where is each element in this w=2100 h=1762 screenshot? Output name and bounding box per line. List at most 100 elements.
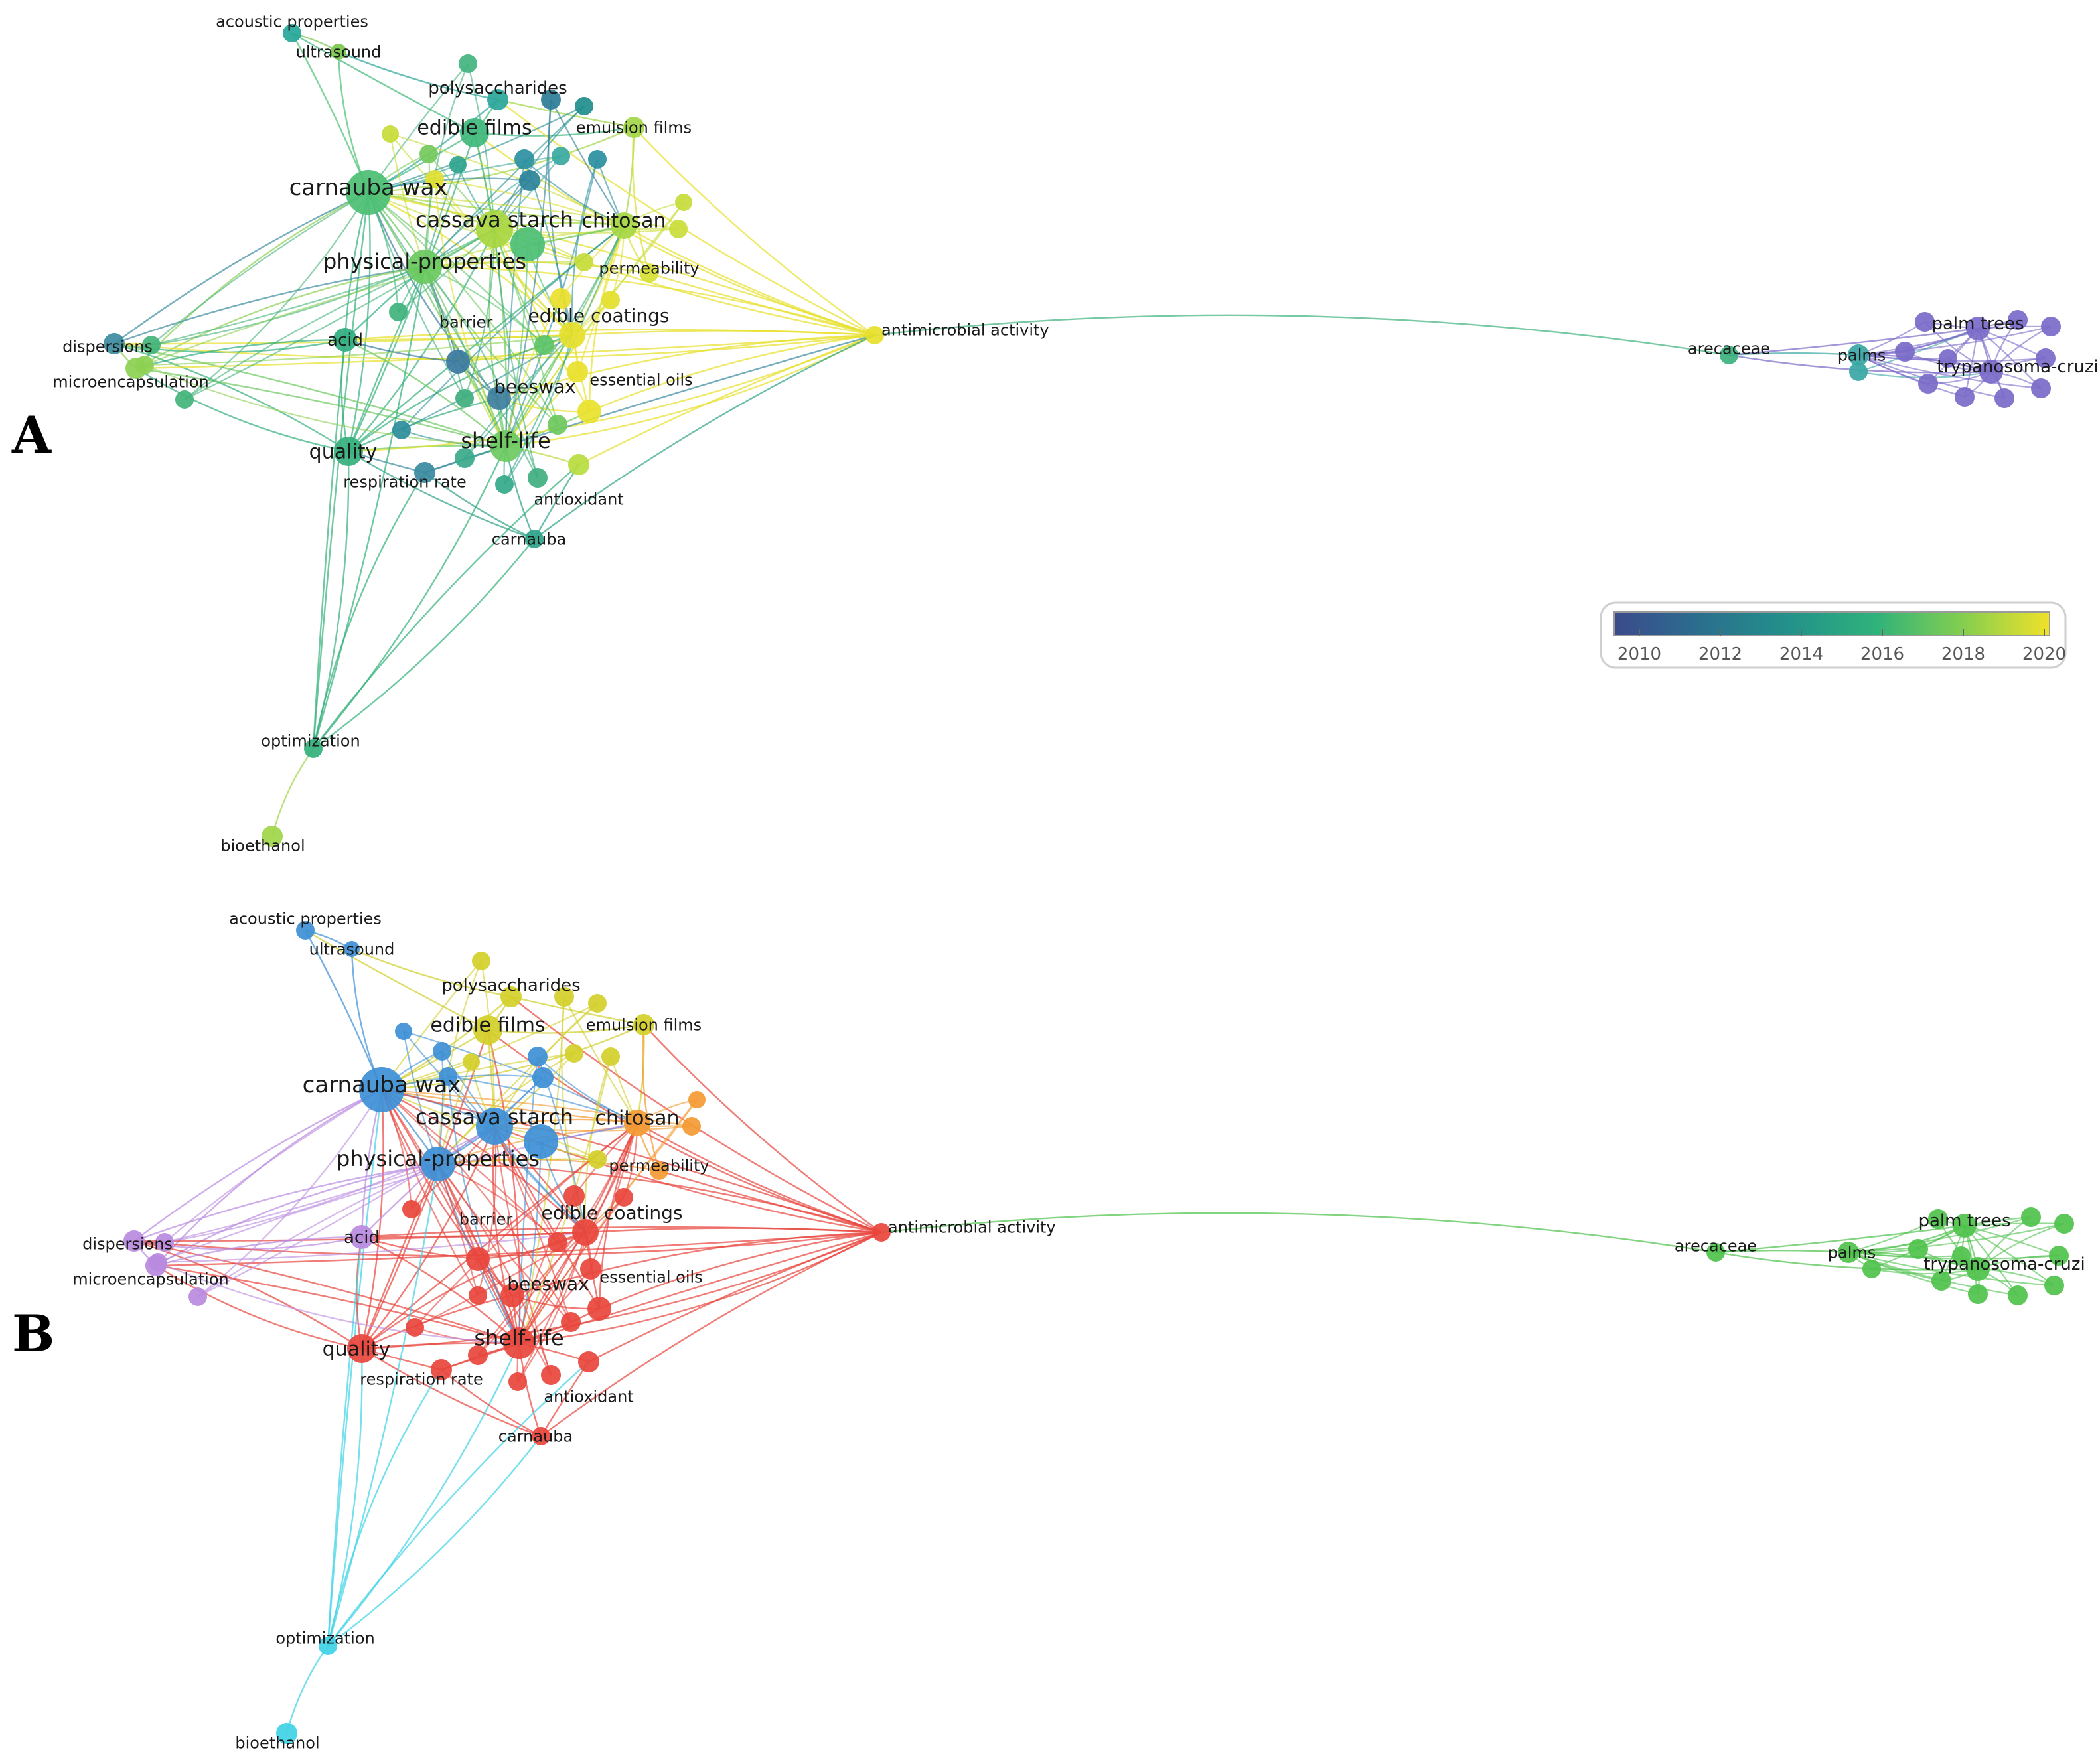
node-physical-properties[interactable] <box>408 250 442 284</box>
node-carnauba[interactable] <box>525 530 544 548</box>
node-chitosan[interactable] <box>624 1110 650 1136</box>
node-shelf-life[interactable] <box>490 430 522 462</box>
network-edge <box>155 1264 362 1350</box>
node-acoustic[interactable] <box>296 921 315 940</box>
node-essential-oils[interactable] <box>577 400 601 423</box>
network-edge <box>497 98 635 129</box>
label-acid: acid <box>344 1228 380 1248</box>
node-carnauba-wax[interactable] <box>346 170 391 215</box>
network-node <box>615 1188 633 1207</box>
node-quality[interactable] <box>334 437 363 466</box>
node-respiration-rate[interactable] <box>414 462 435 483</box>
node-antioxidant[interactable] <box>568 454 589 475</box>
legend-tick-label: 2018 <box>1941 644 1985 664</box>
label-beeswax: beeswax <box>494 376 575 398</box>
node-edible-coatings[interactable] <box>572 1219 599 1246</box>
network-edge <box>487 1029 882 1234</box>
node-antimicrobial[interactable] <box>865 326 884 344</box>
node-edible-films[interactable] <box>460 118 489 147</box>
network-node <box>2008 1285 2028 1305</box>
network-edge <box>157 1231 586 1264</box>
node-antioxidant[interactable] <box>578 1351 599 1372</box>
node-polysaccharides[interactable] <box>500 986 522 1007</box>
node-microencapsulation[interactable] <box>125 358 147 379</box>
node-cassava-starch[interactable] <box>476 1108 513 1145</box>
node-ultrasound[interactable] <box>331 44 346 60</box>
node-quality[interactable] <box>347 1334 376 1363</box>
network-node <box>575 97 593 115</box>
node-dispersions[interactable] <box>123 1230 145 1252</box>
network-edge <box>441 1231 882 1371</box>
node-permeability[interactable] <box>650 1161 668 1180</box>
label-carnauba-wax: carnauba wax <box>289 175 448 201</box>
node-bioethanol[interactable] <box>276 1723 297 1744</box>
node-edible-coatings[interactable] <box>559 322 585 348</box>
node-acid[interactable] <box>333 328 357 352</box>
node-emulsion-films[interactable] <box>633 1014 654 1035</box>
network-edge <box>424 261 585 268</box>
node-palm-trees[interactable] <box>1966 317 1990 340</box>
network-edge <box>312 339 346 749</box>
node-barrier[interactable] <box>466 1247 490 1271</box>
node-palms[interactable] <box>1838 1242 1859 1263</box>
network-edge <box>348 334 875 453</box>
network-edge <box>361 1294 513 1350</box>
node-permeability[interactable] <box>640 264 658 283</box>
node-acid[interactable] <box>350 1225 374 1249</box>
node-respiration-rate[interactable] <box>431 1359 452 1380</box>
node-polysaccharides[interactable] <box>487 89 508 110</box>
network-edge <box>467 63 496 230</box>
node-optimization[interactable] <box>319 1637 337 1655</box>
node-microencapsulation[interactable] <box>145 1255 167 1276</box>
node-carnauba-wax[interactable] <box>359 1067 404 1112</box>
network-node <box>1895 342 1915 362</box>
network-edge <box>368 191 585 263</box>
label-antimicrobial: antimicrobial activity <box>881 321 1049 339</box>
network-node <box>552 147 570 165</box>
network-node <box>508 1372 527 1391</box>
node-beeswax[interactable] <box>500 1284 524 1307</box>
node-physical-properties[interactable] <box>421 1147 455 1181</box>
node-optimization[interactable] <box>304 739 323 758</box>
label-chitosan: chitosan <box>595 1107 680 1130</box>
label-acid: acid <box>327 330 363 350</box>
node-emulsion-films[interactable] <box>623 117 644 138</box>
node-trypanosoma[interactable] <box>1979 360 2003 384</box>
node-antimicrobial[interactable] <box>872 1223 891 1242</box>
network-edge <box>113 191 369 344</box>
node-shelf-life[interactable] <box>503 1327 535 1359</box>
node-dispersions[interactable] <box>104 333 125 354</box>
network-edge <box>184 228 495 400</box>
network-edge <box>327 1163 439 1647</box>
network-node <box>601 1047 620 1066</box>
panel-b-edges <box>133 929 2065 1734</box>
label-antimicrobial: antimicrobial activity <box>888 1218 1056 1236</box>
node-barrier[interactable] <box>446 350 470 374</box>
panel-a-label: A <box>11 405 52 465</box>
network-edge <box>637 1122 882 1234</box>
network-node <box>459 54 477 73</box>
node-essential-oils[interactable] <box>587 1297 611 1321</box>
node-palm-trees[interactable] <box>1953 1214 1977 1238</box>
node-arecaceae[interactable] <box>1720 346 1738 364</box>
network-edge <box>477 1232 586 1356</box>
network-edge <box>271 748 314 837</box>
label-acoustic: acoustic properties <box>216 12 368 31</box>
node-trypanosoma[interactable] <box>1966 1257 1990 1281</box>
node-bioethanol[interactable] <box>262 826 283 847</box>
node-chitosan[interactable] <box>611 212 637 239</box>
node-arecaceae[interactable] <box>1706 1243 1725 1262</box>
node-acoustic[interactable] <box>283 24 301 42</box>
network-edge <box>1858 354 2042 390</box>
network-edge <box>313 464 579 749</box>
node-edible-films[interactable] <box>473 1015 502 1045</box>
network-edge <box>144 334 573 366</box>
network-edge <box>368 191 573 336</box>
node-beeswax[interactable] <box>487 386 511 410</box>
network-edge <box>599 1231 882 1310</box>
node-palms[interactable] <box>1848 344 1869 366</box>
node-cassava-starch[interactable] <box>476 210 513 248</box>
node-ultrasound[interactable] <box>344 941 360 957</box>
node-carnauba[interactable] <box>532 1427 550 1445</box>
network-edge <box>113 342 349 453</box>
